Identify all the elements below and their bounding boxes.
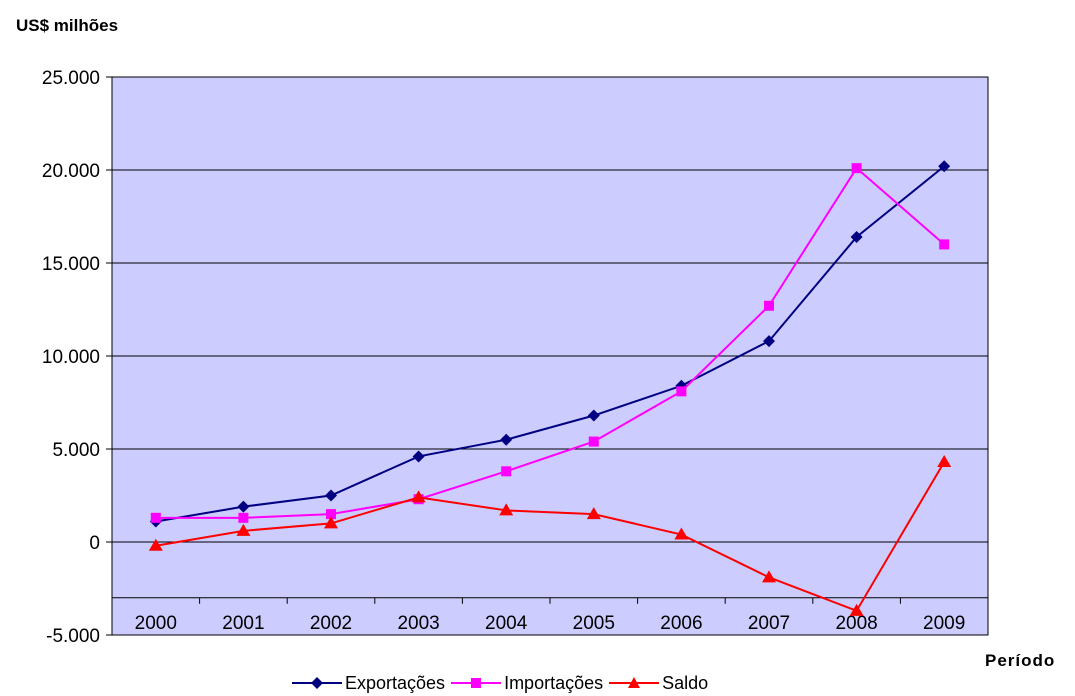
legend-line-diamond-icon [292, 677, 342, 689]
x-tick-label: 2007 [748, 613, 790, 634]
y-tick-label: 25.000 [42, 68, 100, 89]
legend: Exportações Importações Saldo [292, 672, 714, 694]
data-point [587, 409, 600, 422]
series-triangle [148, 455, 952, 616]
x-tick-label: 2003 [397, 613, 439, 634]
series-line [155, 461, 946, 613]
legend-item-importacoes: Importações [451, 673, 603, 694]
x-tick-label: 2008 [835, 613, 877, 634]
x-tick-label: 2004 [485, 613, 528, 634]
data-point [499, 503, 514, 516]
legend-label: Importações [504, 672, 604, 693]
y-tick-label: 0 [89, 533, 100, 554]
data-point [762, 570, 776, 583]
data-point [412, 450, 425, 463]
data-point [411, 490, 426, 503]
data-point [763, 335, 775, 348]
data-point [500, 433, 513, 446]
data-point [150, 512, 161, 523]
data-point [851, 163, 862, 174]
y-axis-title: US$ milhões [16, 16, 119, 35]
data-point [236, 523, 251, 536]
legend-item-exportacoes: Exportações [292, 673, 445, 694]
data-point [938, 160, 951, 173]
x-tick-label: 2009 [923, 613, 965, 634]
data-point [939, 239, 950, 250]
data-point [586, 507, 601, 520]
x-tick-label: 2005 [573, 613, 615, 634]
data-point [326, 509, 336, 520]
data-point [850, 230, 863, 243]
data-point [849, 603, 864, 616]
x-tick-label: 2000 [135, 613, 177, 634]
data-point [148, 538, 163, 551]
series-diamond [149, 160, 951, 528]
data-point [937, 455, 952, 468]
data-point [674, 527, 689, 540]
y-axis-ticks: -5.000 0 5.000 10.000 15.000 20.000 25.000 [42, 68, 112, 647]
y-tick-label: -5.000 [46, 626, 100, 647]
y-tick-label: 15.000 [42, 254, 100, 275]
data-point [764, 300, 774, 311]
legend-line-triangle-icon [609, 677, 660, 688]
legend-line-square-icon [451, 678, 502, 688]
data-point [588, 436, 599, 447]
x-tick-label: 2002 [310, 613, 352, 634]
x-axis-title: Período [985, 651, 1056, 670]
y-tick-label: 5.000 [52, 440, 100, 461]
data-point [325, 489, 337, 502]
series-group [148, 160, 952, 616]
series-line [155, 165, 945, 523]
data-point [676, 386, 687, 397]
y-tick-label: 20.000 [42, 161, 100, 182]
x-axis-ticks: 2000 2001 2002 2003 2004 2005 2006 2007 2008 2009 [111, 597, 989, 634]
legend-label: Saldo [662, 672, 709, 693]
data-point [324, 516, 338, 529]
gridlines [112, 169, 988, 543]
x-tick-label: 2001 [222, 613, 264, 634]
legend-label: Exportações [345, 672, 446, 693]
x-tick-label: 2006 [660, 613, 702, 634]
data-point [501, 466, 512, 477]
data-point [237, 500, 250, 513]
data-point [238, 512, 249, 523]
legend-item-saldo: Saldo [609, 673, 708, 694]
series-line [155, 166, 945, 519]
y-tick-label: 10.000 [42, 347, 100, 368]
